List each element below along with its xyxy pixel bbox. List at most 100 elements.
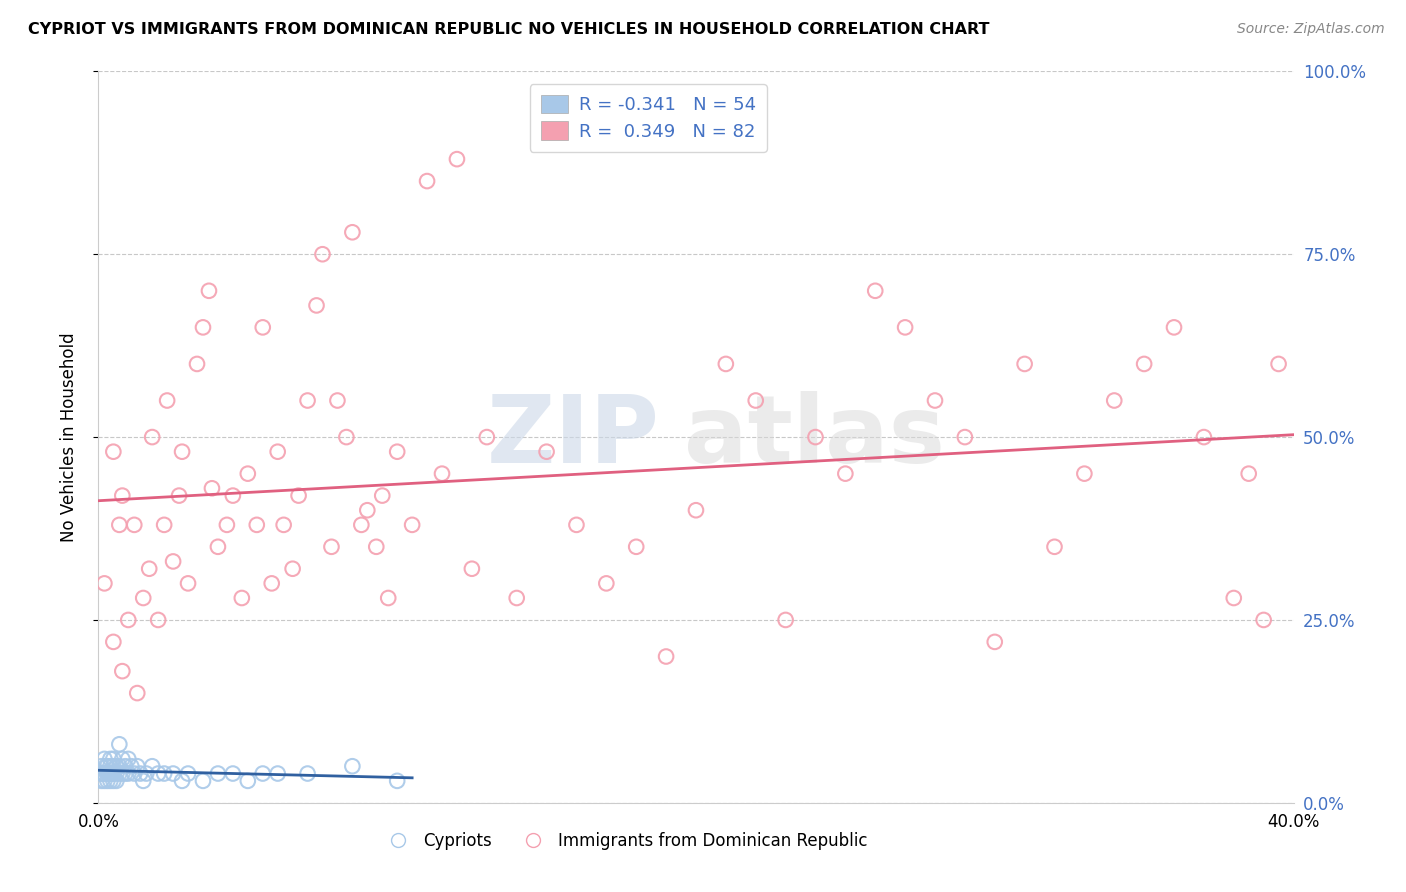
Point: [1267, 357, 1289, 371]
Point: [111, 664, 134, 678]
Point: [114, 759, 136, 773]
Point: [252, 320, 274, 334]
Point: [475, 430, 498, 444]
Point: [321, 540, 343, 554]
Point: [1163, 320, 1185, 334]
Point: [311, 247, 333, 261]
Point: [461, 562, 484, 576]
Point: [865, 284, 887, 298]
Point: [626, 540, 648, 554]
Point: [103, 773, 125, 788]
Point: [108, 517, 131, 532]
Point: [93, 766, 115, 780]
Point: [156, 393, 179, 408]
Point: [1073, 467, 1095, 481]
Point: [103, 635, 125, 649]
Point: [105, 773, 128, 788]
Point: [108, 766, 131, 780]
Point: [506, 591, 529, 605]
Point: [745, 393, 768, 408]
Point: [167, 489, 190, 503]
Point: [117, 766, 139, 780]
Point: [342, 759, 364, 773]
Point: [90, 773, 112, 788]
Point: [135, 766, 157, 780]
Point: [775, 613, 797, 627]
Point: [98, 766, 122, 780]
Point: [1223, 591, 1246, 605]
Point: [446, 152, 468, 166]
Point: [565, 517, 588, 532]
Point: [252, 766, 274, 780]
Point: [93, 752, 115, 766]
Point: [714, 357, 737, 371]
Point: [385, 444, 409, 458]
Point: [108, 759, 131, 773]
Point: [172, 444, 194, 458]
Point: [231, 591, 253, 605]
Point: [281, 562, 304, 576]
Point: [1253, 613, 1275, 627]
Point: [335, 430, 357, 444]
Point: [401, 517, 423, 532]
Point: [105, 766, 128, 780]
Point: [326, 393, 349, 408]
Point: [685, 503, 707, 517]
Point: [132, 773, 155, 788]
Point: [96, 766, 118, 780]
Point: [236, 773, 259, 788]
Point: [101, 766, 124, 780]
Point: [1133, 357, 1156, 371]
Point: [111, 766, 134, 780]
Point: [162, 766, 184, 780]
Text: Source: ZipAtlas.com: Source: ZipAtlas.com: [1237, 22, 1385, 37]
Point: [655, 649, 678, 664]
Point: [984, 635, 1007, 649]
Point: [98, 752, 122, 766]
Point: [207, 540, 229, 554]
Point: [1192, 430, 1215, 444]
Point: [246, 517, 269, 532]
Point: [1014, 357, 1036, 371]
Point: [177, 576, 200, 591]
Point: [98, 759, 122, 773]
Point: [108, 737, 131, 751]
Point: [595, 576, 617, 591]
Point: [186, 357, 208, 371]
Point: [924, 393, 946, 408]
Point: [377, 591, 399, 605]
Point: [105, 759, 128, 773]
Point: [385, 773, 409, 788]
Text: atlas: atlas: [685, 391, 945, 483]
Point: [103, 766, 125, 780]
Point: [1104, 393, 1126, 408]
Point: [416, 174, 439, 188]
Point: [953, 430, 976, 444]
Point: [94, 759, 117, 773]
Point: [114, 766, 136, 780]
Point: [103, 752, 125, 766]
Point: [129, 766, 152, 780]
Point: [305, 298, 328, 312]
Point: [127, 759, 149, 773]
Point: [342, 225, 364, 239]
Point: [148, 613, 170, 627]
Point: [267, 766, 290, 780]
Point: [198, 284, 221, 298]
Point: [93, 576, 115, 591]
Point: [356, 503, 378, 517]
Point: [90, 759, 112, 773]
Point: [127, 686, 149, 700]
Point: [1043, 540, 1066, 554]
Point: [90, 766, 112, 780]
Point: [222, 489, 245, 503]
Point: [96, 759, 118, 773]
Point: [132, 591, 155, 605]
Point: [191, 773, 214, 788]
Point: [172, 773, 194, 788]
Legend: Cypriots, Immigrants from Dominican Republic: Cypriots, Immigrants from Dominican Repu…: [374, 825, 875, 856]
Point: [124, 517, 146, 532]
Point: [141, 430, 163, 444]
Point: [117, 613, 139, 627]
Point: [103, 759, 125, 773]
